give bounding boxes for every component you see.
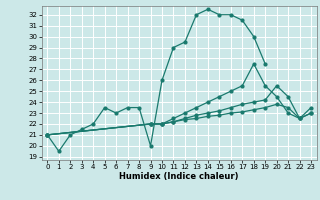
X-axis label: Humidex (Indice chaleur): Humidex (Indice chaleur) (119, 172, 239, 181)
